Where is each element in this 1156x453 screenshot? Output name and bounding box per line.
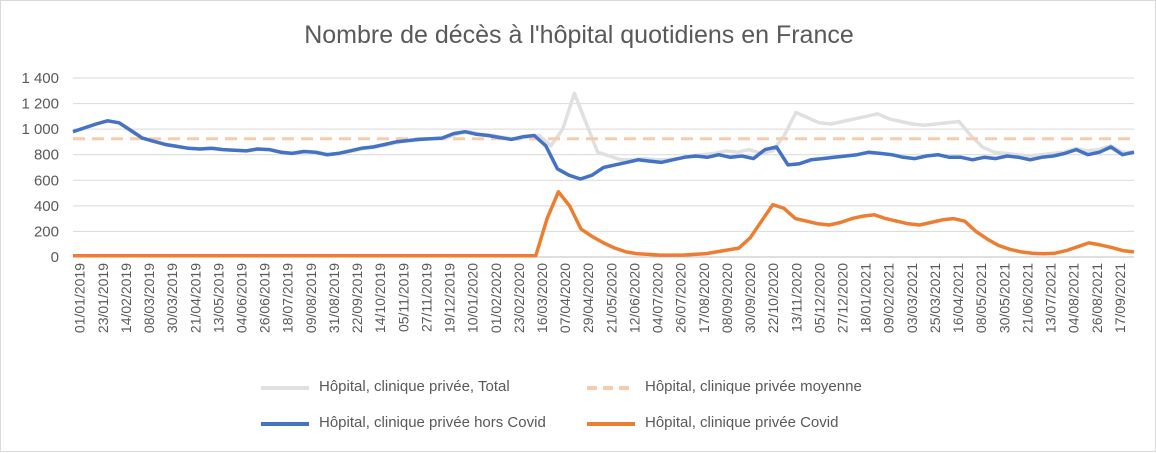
x-tick-label: 21/04/2019 — [187, 263, 203, 333]
x-tick-label: 23/02/2020 — [511, 263, 527, 333]
x-tick-label: 09/02/2021 — [881, 263, 897, 333]
x-tick-label: 21/05/2020 — [603, 263, 619, 333]
x-tick-label: 30/03/2019 — [164, 263, 180, 333]
x-tick-label: 29/04/2020 — [580, 263, 596, 333]
x-tick-label: 30/09/2020 — [742, 263, 758, 333]
x-tick-label: 17/09/2021 — [1112, 263, 1128, 333]
y-tick-label: 0 — [51, 249, 59, 266]
x-tick-label: 05/11/2019 — [395, 263, 411, 332]
x-tick-label: 08/03/2019 — [141, 263, 157, 333]
x-tick-label: 26/07/2020 — [673, 263, 689, 333]
chart-title: Nombre de décès à l'hôpital quotidiens e… — [304, 21, 854, 49]
legend-item-covid: Hôpital, clinique privée Covid — [585, 414, 885, 434]
x-tick-label: 14/02/2019 — [118, 263, 134, 333]
x-tick-label: 04/08/2021 — [1066, 263, 1082, 333]
x-tick-label: 19/12/2019 — [442, 263, 458, 333]
x-tick-label: 13/05/2019 — [210, 263, 226, 333]
x-tick-label: 18/01/2021 — [858, 263, 874, 333]
x-tick-label: 21/06/2021 — [1019, 263, 1035, 333]
x-tick-label: 08/09/2020 — [719, 263, 735, 333]
x-tick-label: 08/05/2021 — [973, 263, 989, 333]
legend-label-total: Hôpital, clinique privée, Total — [319, 378, 510, 395]
y-tick-label: 1 000 — [21, 121, 59, 138]
x-tick-label: 09/08/2019 — [303, 263, 319, 333]
x-tick-label: 04/07/2020 — [650, 263, 666, 333]
x-tick-label: 30/05/2021 — [996, 263, 1012, 333]
x-tick-label: 13/11/2020 — [788, 263, 804, 332]
x-tick-label: 13/07/2021 — [1043, 263, 1059, 333]
y-tick-label: 1 400 — [21, 70, 59, 87]
x-tick-label: 01/01/2019 — [72, 263, 88, 333]
x-tick-label: 07/04/2020 — [557, 263, 573, 333]
x-tick-label: 22/09/2019 — [349, 263, 365, 333]
x-tick-label: 26/08/2021 — [1089, 263, 1105, 333]
x-tick-label: 16/04/2021 — [950, 263, 966, 333]
legend-item-moyenne: Hôpital, clinique privée moyenne — [585, 378, 905, 398]
x-tick-label: 14/10/2019 — [372, 263, 388, 333]
x-tick-label: 27/12/2020 — [835, 263, 851, 333]
x-tick-label: 31/08/2019 — [326, 263, 342, 333]
x-tick-label: 16/03/2020 — [534, 263, 550, 333]
y-tick-label: 400 — [34, 198, 59, 215]
series-line-hors-covid — [72, 119, 1135, 181]
x-tick-label: 27/11/2019 — [418, 263, 434, 332]
series-line-covid — [73, 190, 1135, 258]
y-tick-label: 1 200 — [21, 96, 59, 113]
x-tick-label: 10/01/2020 — [465, 263, 481, 333]
legend-label-covid: Hôpital, clinique privée Covid — [645, 414, 839, 431]
y-tick-label: 800 — [34, 147, 59, 164]
legend-item-hors-covid: Hôpital, clinique privée hors Covid — [259, 414, 589, 434]
y-tick-label: 200 — [34, 223, 59, 240]
legend-label-moyenne: Hôpital, clinique privée moyenne — [645, 378, 862, 395]
legend-item-total: Hôpital, clinique privée, Total — [259, 378, 559, 398]
x-tick-label: 25/03/2021 — [927, 263, 943, 333]
x-tick-label: 05/12/2020 — [811, 263, 827, 333]
x-tick-label: 12/06/2020 — [626, 263, 642, 333]
x-tick-label: 18/07/2019 — [280, 263, 296, 333]
legend-label-hors-covid: Hôpital, clinique privée hors Covid — [319, 414, 546, 431]
x-tick-label: 23/01/2019 — [95, 263, 111, 333]
x-tick-label: 22/10/2020 — [765, 263, 781, 333]
y-tick-label: 600 — [34, 172, 59, 189]
x-tick-label: 03/03/2021 — [904, 263, 920, 333]
x-tick-label: 04/06/2019 — [234, 263, 250, 333]
x-tick-label: 01/02/2020 — [488, 263, 504, 333]
x-tick-label: 17/08/2020 — [696, 263, 712, 333]
x-tick-label: 26/06/2019 — [257, 263, 273, 333]
